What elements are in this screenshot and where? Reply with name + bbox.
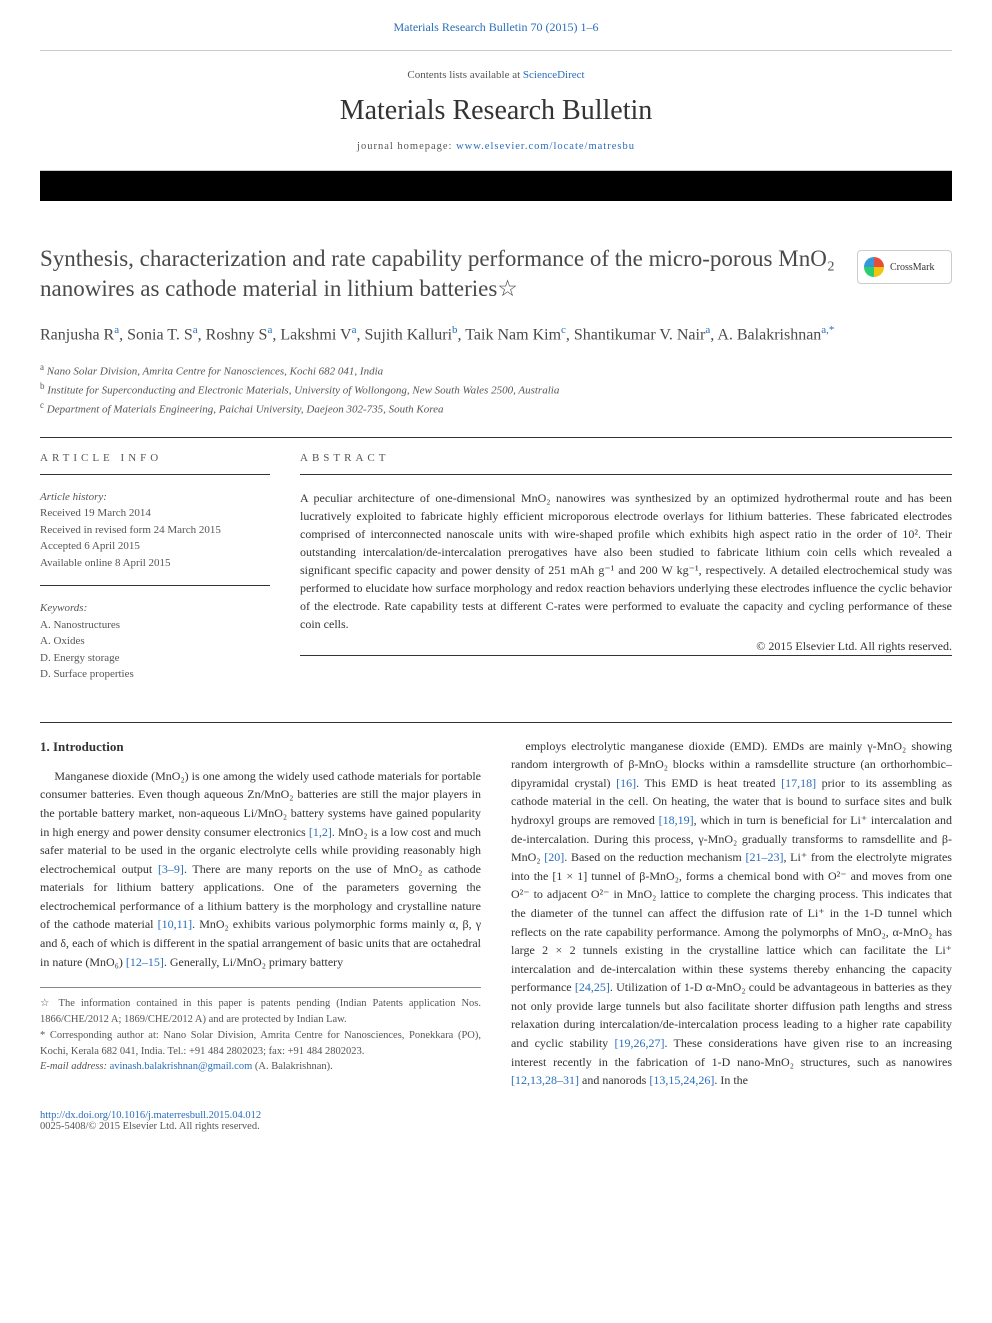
abstract-heading: ABSTRACT <box>300 452 952 464</box>
divider <box>300 655 952 656</box>
article-history: Article history: Received 19 March 2014 … <box>40 489 270 572</box>
contents-label: Contents lists available at <box>407 69 522 81</box>
keywords-label: Keywords: <box>40 602 87 614</box>
masthead-inner: Contents lists available at ScienceDirec… <box>40 50 952 171</box>
intro-para-left: Manganese dioxide (MnO₂) is one among th… <box>40 767 481 972</box>
crossmark-label: CrossMark <box>890 262 934 273</box>
body-col-right: employs electrolytic manganese dioxide (… <box>511 737 952 1090</box>
article-info-heading: ARTICLE INFO <box>40 452 270 464</box>
divider <box>40 585 270 586</box>
journal-homepage-link[interactable]: www.elsevier.com/locate/matresbu <box>456 141 635 152</box>
abstract-copyright: © 2015 Elsevier Ltd. All rights reserved… <box>300 637 952 655</box>
crossmark-button[interactable]: CrossMark <box>857 250 952 284</box>
abstract-text: A peculiar architecture of one-dimension… <box>300 489 952 655</box>
footnote-email: E-mail address: avinash.balakrishnan@gma… <box>40 1059 481 1075</box>
abstract-column: ABSTRACT A peculiar architecture of one-… <box>300 452 952 697</box>
history-line: Received in revised form 24 March 2015 <box>40 524 221 536</box>
affiliation: b Institute for Superconducting and Elec… <box>40 380 952 399</box>
affiliation: c Department of Materials Engineering, P… <box>40 399 952 418</box>
contents-line: Contents lists available at ScienceDirec… <box>180 69 812 81</box>
intro-para-right: employs electrolytic manganese dioxide (… <box>511 737 952 1090</box>
email-link[interactable]: avinash.balakrishnan@gmail.com <box>110 1061 253 1072</box>
authors-line: Ranjusha Ra, Sonia T. Sa, Roshny Sa, Lak… <box>40 322 952 347</box>
keyword: A. Oxides <box>40 635 85 647</box>
keyword: D. Surface properties <box>40 668 134 680</box>
affiliations: a Nano Solar Division, Amrita Centre for… <box>40 361 952 418</box>
affiliation: a Nano Solar Division, Amrita Centre for… <box>40 361 952 380</box>
issn-copyright: 0025-5408/© 2015 Elsevier Ltd. All right… <box>40 1121 260 1132</box>
history-line: Available online 8 April 2015 <box>40 557 171 569</box>
top-citation: Materials Research Bulletin 70 (2015) 1–… <box>40 20 952 35</box>
homepage-label: journal homepage: <box>357 141 456 152</box>
history-label: Article history: <box>40 491 107 503</box>
doi-link[interactable]: http://dx.doi.org/10.1016/j.materresbull… <box>40 1110 261 1121</box>
top-citation-link[interactable]: Materials Research Bulletin 70 (2015) 1–… <box>394 20 599 34</box>
crossmark-icon <box>864 257 884 277</box>
keyword: A. Nanostructures <box>40 619 120 631</box>
intro-heading: 1. Introduction <box>40 737 481 757</box>
keyword: D. Energy storage <box>40 652 120 664</box>
masthead-black-bar <box>40 171 952 201</box>
divider <box>40 722 952 723</box>
footnotes: ☆ The information contained in this pape… <box>40 987 481 1075</box>
footnote-star: ☆ The information contained in this pape… <box>40 996 481 1028</box>
history-line: Accepted 6 April 2015 <box>40 540 140 552</box>
divider <box>40 437 952 438</box>
journal-name: Materials Research Bulletin <box>180 95 812 127</box>
article-title: Synthesis, characterization and rate cap… <box>40 244 842 304</box>
page-footer: http://dx.doi.org/10.1016/j.materresbull… <box>40 1110 952 1132</box>
sciencedirect-link[interactable]: ScienceDirect <box>523 69 585 81</box>
footnote-corresponding: * Corresponding author at: Nano Solar Di… <box>40 1028 481 1060</box>
email-suffix: (A. Balakrishnan). <box>252 1061 332 1072</box>
divider <box>300 474 952 475</box>
body-col-left: 1. Introduction Manganese dioxide (MnO₂)… <box>40 737 481 1090</box>
article-info-column: ARTICLE INFO Article history: Received 1… <box>40 452 270 697</box>
body-columns: 1. Introduction Manganese dioxide (MnO₂)… <box>40 737 952 1090</box>
masthead: ELSEVIER MATERIALS RESEARCH BULLETIN Con… <box>40 50 952 209</box>
title-block: Synthesis, characterization and rate cap… <box>40 244 952 304</box>
divider <box>40 474 270 475</box>
keywords-block: Keywords: A. Nanostructures A. Oxides D.… <box>40 600 270 683</box>
journal-homepage-line: journal homepage: www.elsevier.com/locat… <box>180 141 812 152</box>
info-abstract-row: ARTICLE INFO Article history: Received 1… <box>40 452 952 697</box>
email-label: E-mail address: <box>40 1061 110 1072</box>
history-line: Received 19 March 2014 <box>40 507 151 519</box>
